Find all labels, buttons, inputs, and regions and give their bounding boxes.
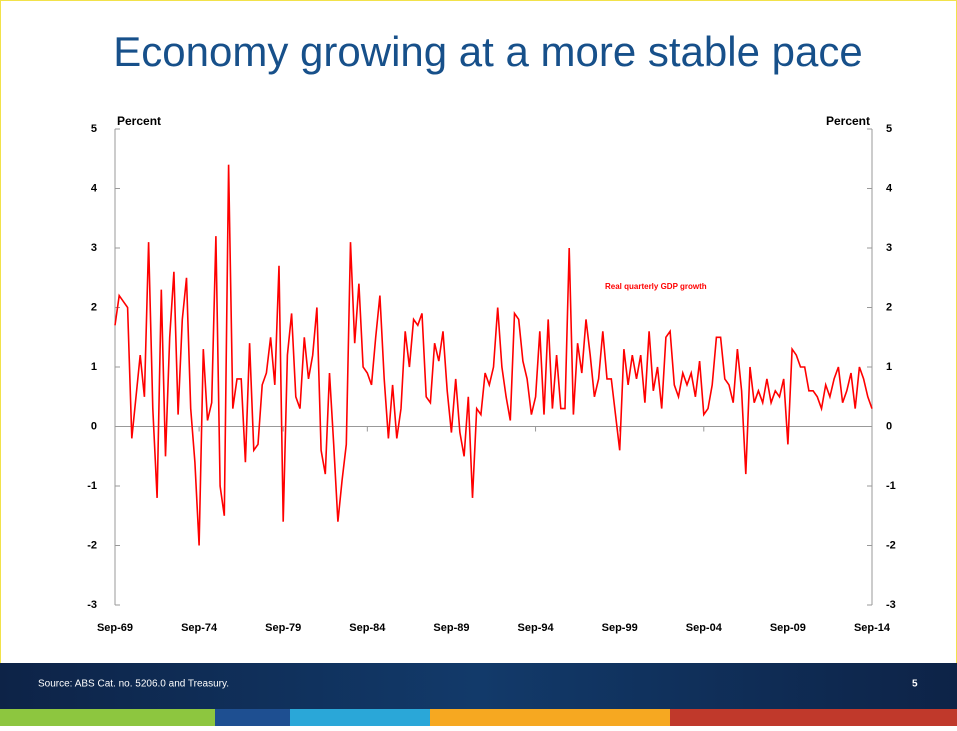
y2-tick-label: 0 [886,420,892,432]
y-tick-label: -1 [87,480,97,492]
x-tick-label: Sep-04 [686,622,723,634]
y-tick-label: 3 [91,242,97,254]
y2-tick-label: 5 [886,123,892,135]
x-tick-label: Sep-09 [770,622,806,634]
source-note: Source: ABS Cat. no. 5206.0 and Treasury… [38,679,229,690]
x-tick-label: Sep-74 [181,622,218,634]
footer-strip [0,709,215,726]
y2-tick-label: -3 [886,599,896,611]
y-tick-label: -3 [87,599,97,611]
y-tick-label: 5 [91,123,97,135]
footer-strip [670,709,957,726]
x-tick-label: Sep-79 [265,622,301,634]
footer-strip [290,709,430,726]
x-tick-label: Sep-69 [97,622,133,634]
y-tick-label: -2 [87,539,97,551]
y2-tick-label: -2 [886,539,896,551]
x-tick-label: Sep-99 [602,622,638,634]
x-tick-label: Sep-84 [349,622,386,634]
series-annotation: Real quarterly GDP growth [605,282,707,291]
footer-strip [430,709,670,726]
y2-tick-label: 4 [886,182,893,194]
y2-tick-label: 3 [886,242,892,254]
page-number: 5 [912,679,918,690]
slide-title: Economy growing at a more stable pace [113,28,862,75]
data-line [114,164,873,546]
y2-tick-label: -1 [886,480,896,492]
y-tick-label: 0 [91,420,97,432]
footer-strip [215,709,290,726]
y-tick-label: 1 [91,361,97,373]
y-tick-label: 2 [91,301,97,313]
x-tick-label: Sep-14 [854,622,891,634]
y-axis-label: Percent [117,114,161,128]
x-tick-label: Sep-89 [433,622,469,634]
y2-axis-label: Percent [826,114,870,128]
footer-band [0,663,957,709]
y2-tick-label: 1 [886,361,892,373]
x-tick-label: Sep-94 [518,622,555,634]
y2-tick-label: 2 [886,301,892,313]
y-tick-label: 4 [91,182,98,194]
